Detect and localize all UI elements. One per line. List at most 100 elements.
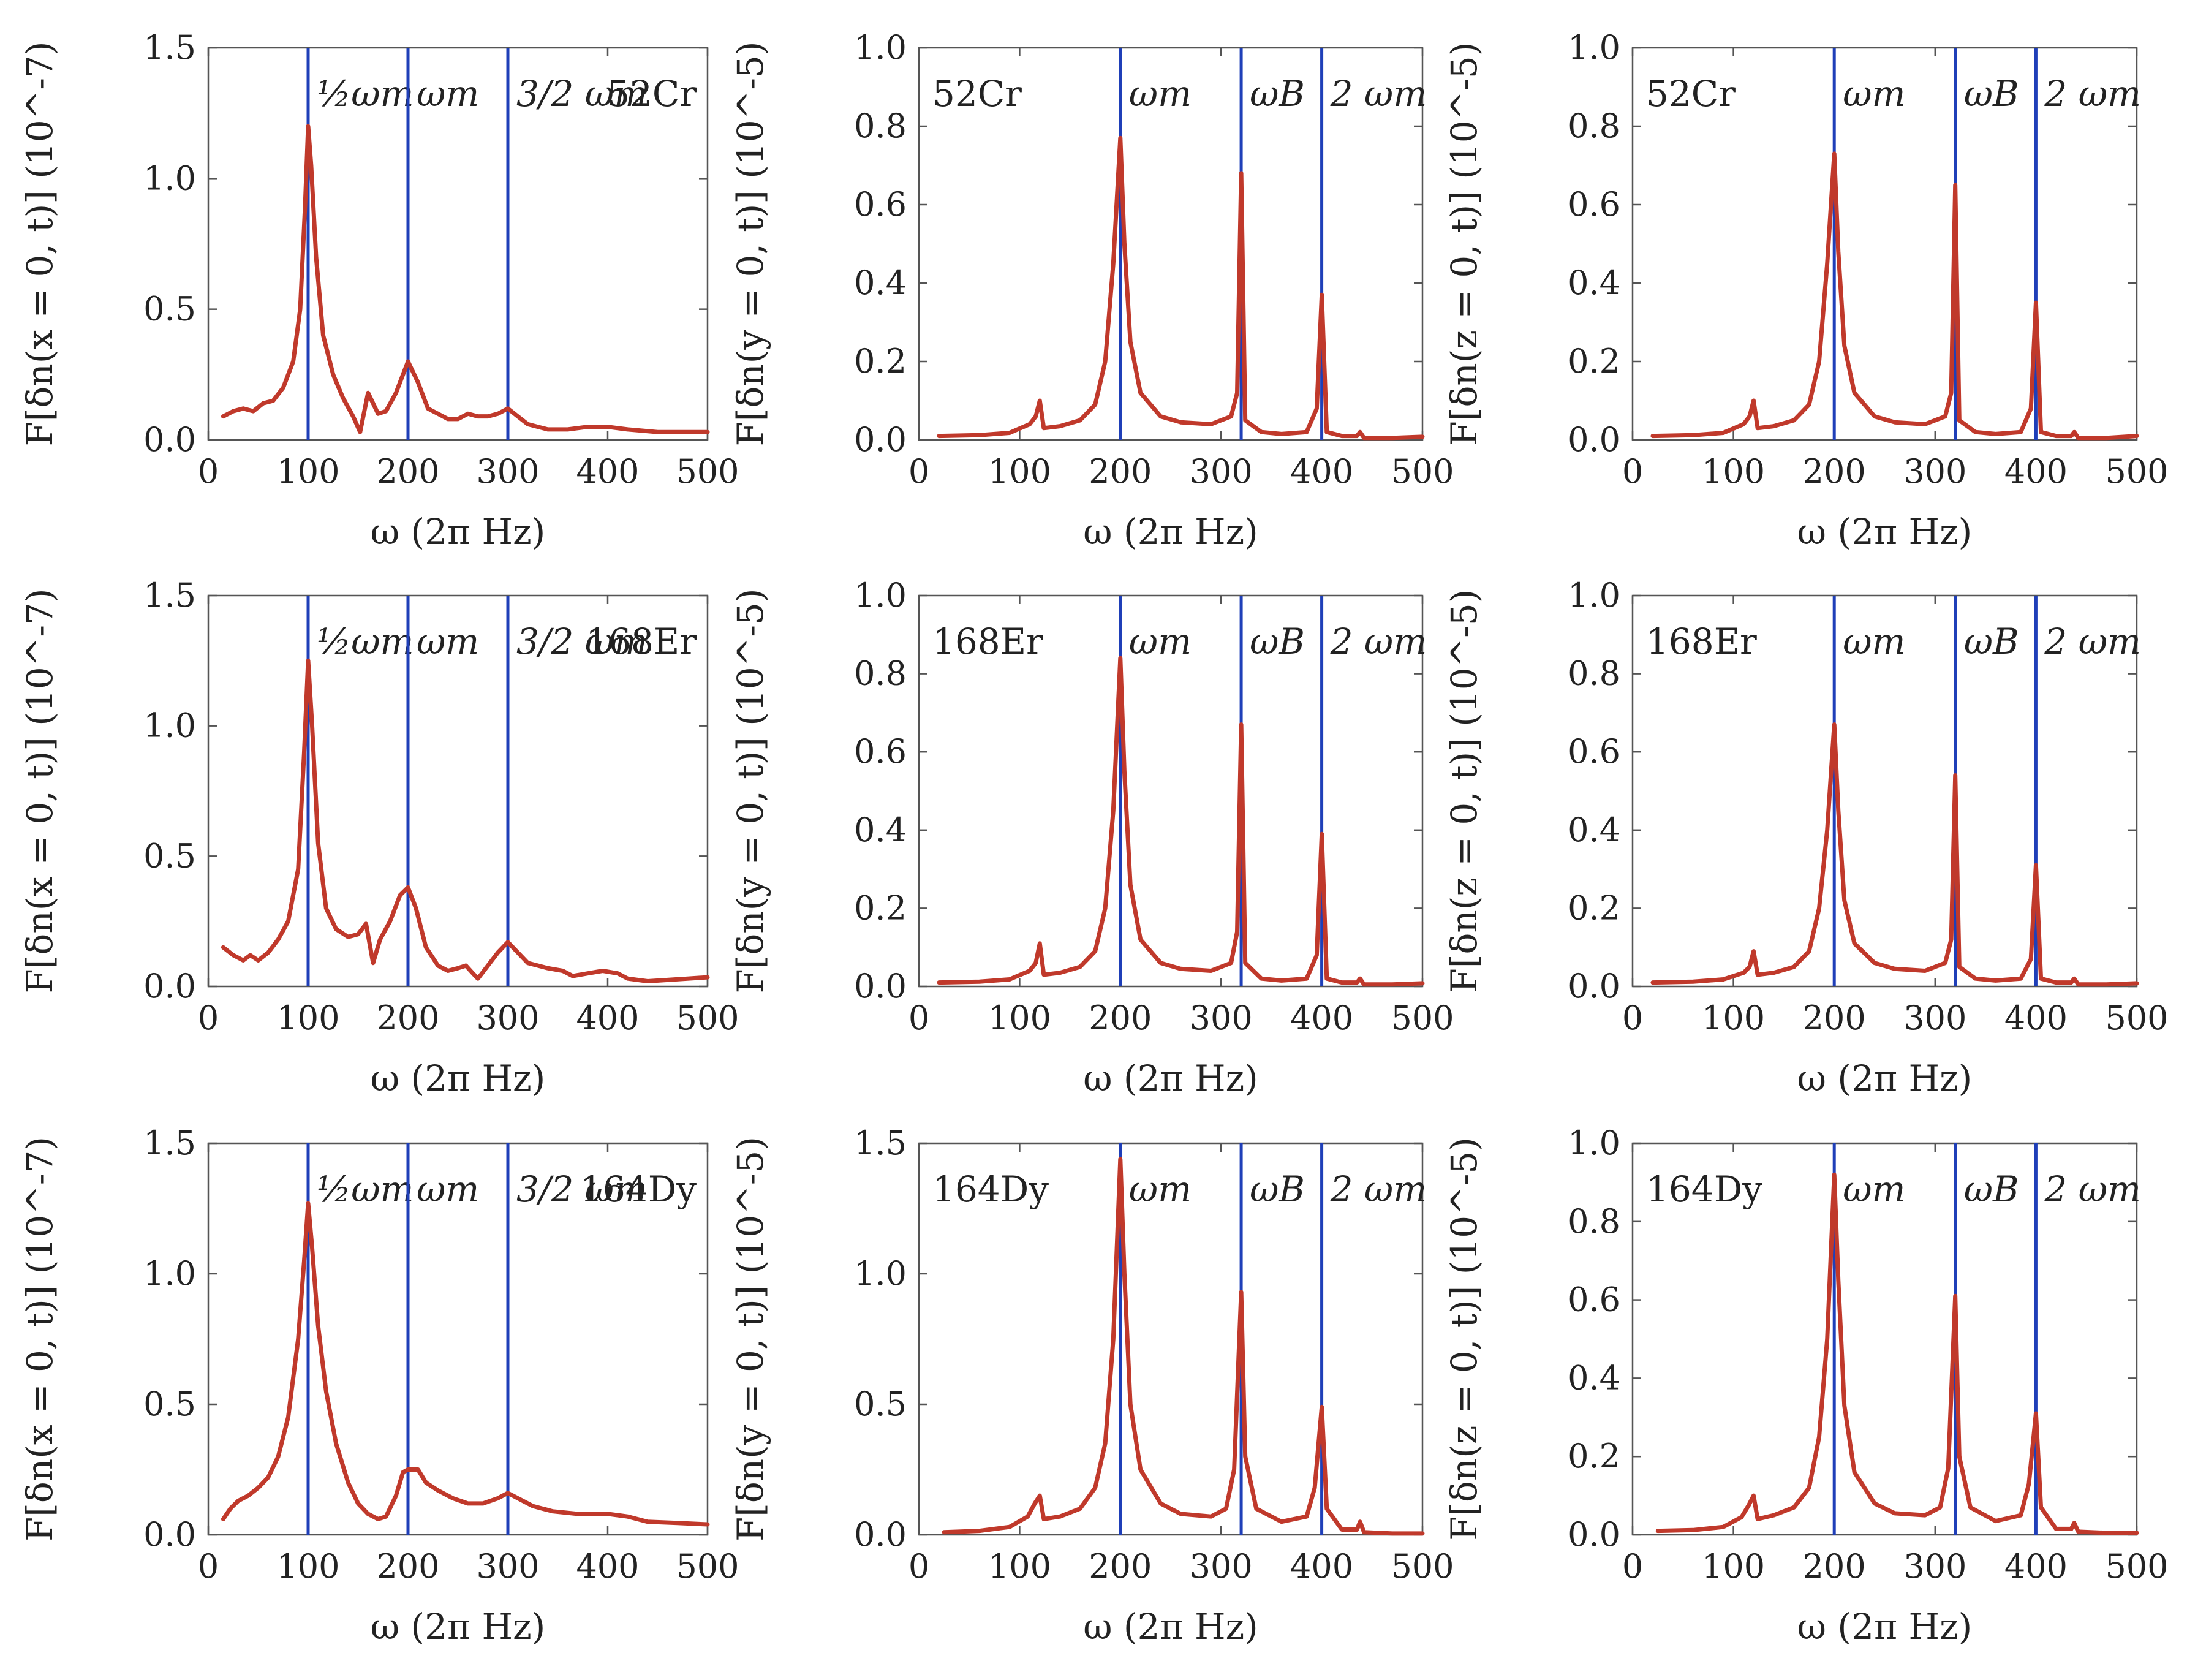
x-axis-title: ω (2π Hz) bbox=[1083, 1058, 1258, 1099]
series-line-168Er bbox=[221, 658, 710, 983]
species-label: 168Er bbox=[1646, 621, 1757, 662]
x-tick-label: 100 bbox=[276, 452, 339, 491]
species-label: 52Cr bbox=[607, 73, 697, 115]
marker-label: ωm bbox=[1129, 73, 1192, 115]
x-tick-label: 500 bbox=[676, 452, 739, 491]
panel-z-Cr: 0 100 200 300 400 500 0.0 0.2 0.4 0.6 0.8 1.0 ω (2π … bbox=[1443, 28, 2169, 553]
y-tick-label: 0.0 bbox=[854, 1515, 907, 1554]
x-axis-title: ω (2π Hz) bbox=[1797, 511, 1973, 553]
y-tick-label: 1.0 bbox=[854, 1254, 907, 1293]
series-line-168Er bbox=[1650, 722, 2139, 987]
x-axis-title: ω (2π Hz) bbox=[1083, 511, 1258, 553]
marker-label: ωm bbox=[1843, 621, 1905, 662]
x-tick-label: 200 bbox=[376, 452, 439, 491]
plot-frame bbox=[918, 1142, 1424, 1536]
x-tick-label: 400 bbox=[576, 999, 639, 1037]
y-tick-label: 0.2 bbox=[1568, 888, 1620, 927]
x-tick-label: 0 bbox=[198, 1547, 219, 1586]
x-tick-label: 0 bbox=[1622, 1547, 1643, 1586]
y-axis-title: F[δn(z = 0, t)] (10^-5) bbox=[1443, 1137, 1485, 1541]
plot-frame bbox=[207, 594, 709, 988]
y-tick-label: 0.6 bbox=[1568, 732, 1620, 771]
y-tick-label: 0.4 bbox=[1568, 811, 1620, 849]
y-tick-label: 0.4 bbox=[854, 263, 907, 302]
panel-y-Dy: 0 100 200 300 400 500 0.0 0.5 1.0 1.5 ω (2π Hz) F[δ… bbox=[730, 1124, 1454, 1648]
y-tick-label: 0.2 bbox=[854, 888, 907, 927]
x-tick-label: 0 bbox=[1622, 452, 1643, 491]
panel-x-Er: 0 100 200 300 400 500 0.0 0.5 1.0 1.5 ω (2π Hz) F[δ… bbox=[19, 576, 739, 1099]
x-tick-label: 500 bbox=[676, 1547, 739, 1586]
plot-frame bbox=[918, 47, 1424, 441]
x-tick-label: 400 bbox=[2004, 999, 2068, 1037]
x-tick-label: 100 bbox=[1702, 1547, 1765, 1586]
panel-x-Dy: 0 100 200 300 400 500 0.0 0.5 1.0 1.5 ω (2π Hz) F[δ… bbox=[19, 1124, 739, 1648]
y-tick-label: 0.4 bbox=[854, 811, 907, 849]
x-tick-label: 200 bbox=[376, 1547, 439, 1586]
plot-frame bbox=[207, 1142, 709, 1536]
y-tick-label: 0.0 bbox=[1568, 1515, 1620, 1554]
y-axis-title: F[δn(z = 0, t)] (10^-5) bbox=[1443, 589, 1485, 993]
plot-frame bbox=[207, 47, 709, 441]
x-tick-label: 100 bbox=[988, 452, 1051, 491]
marker-label: 2 ωm bbox=[1330, 1168, 1427, 1210]
y-axis-title: F[δn(x = 0, t)] (10^-7) bbox=[19, 589, 61, 994]
x-tick-label: 400 bbox=[576, 452, 639, 491]
x-tick-label: 500 bbox=[1391, 999, 1454, 1037]
marker-label: 2 ωm bbox=[1330, 621, 1427, 662]
x-tick-label: 100 bbox=[988, 1547, 1051, 1586]
y-tick-label: 0.8 bbox=[1568, 1202, 1620, 1241]
x-axis-title: ω (2π Hz) bbox=[1797, 1606, 1973, 1648]
x-tick-label: 200 bbox=[1803, 1547, 1866, 1586]
marker-label: ωm bbox=[1843, 1168, 1905, 1210]
x-tick-label: 400 bbox=[1290, 452, 1353, 491]
series-line-52Cr bbox=[221, 124, 710, 434]
marker-label: 2 ωm bbox=[1330, 73, 1427, 115]
y-tick-label: 1.0 bbox=[854, 28, 907, 67]
marker-label: ½ωm bbox=[317, 1168, 414, 1210]
panel-x-Cr: 0 100 200 300 400 500 0.0 0.5 1.0 1.5 ω (2π Hz) F[δ… bbox=[19, 28, 739, 553]
species-label: 168Er bbox=[586, 621, 697, 662]
x-tick-label: 200 bbox=[1089, 452, 1152, 491]
y-axis-title: F[δn(y = 0, t)] (10^-5) bbox=[730, 42, 771, 447]
y-tick-label: 1.5 bbox=[143, 28, 196, 67]
y-tick-label: 1.5 bbox=[143, 1124, 196, 1162]
y-tick-label: 1.0 bbox=[854, 576, 907, 615]
y-tick-label: 1.0 bbox=[1568, 28, 1620, 67]
y-tick-label: 1.5 bbox=[854, 1124, 907, 1162]
x-axis-title: ω (2π Hz) bbox=[371, 511, 546, 553]
y-tick-label: 0.5 bbox=[854, 1385, 907, 1423]
marker-label: ωm bbox=[417, 1168, 479, 1210]
x-tick-label: 0 bbox=[1622, 999, 1643, 1037]
species-label: 168Er bbox=[932, 621, 1043, 662]
marker-label: ωm bbox=[417, 73, 479, 115]
y-axis-title: F[δn(y = 0, t)] (10^-5) bbox=[730, 1137, 771, 1542]
marker-label: 2 ωm bbox=[2044, 621, 2141, 662]
y-tick-label: 0.5 bbox=[143, 1385, 196, 1423]
x-tick-label: 400 bbox=[1290, 1547, 1353, 1586]
y-tick-label: 0.4 bbox=[1568, 263, 1620, 302]
series-line-52Cr bbox=[937, 135, 1425, 441]
x-tick-label: 0 bbox=[908, 999, 929, 1037]
x-tick-label: 200 bbox=[376, 999, 439, 1037]
y-tick-label: 0.6 bbox=[854, 185, 907, 224]
y-tick-label: 0.2 bbox=[1568, 1437, 1620, 1475]
marker-label: 2 ωm bbox=[2044, 1168, 2141, 1210]
plot-frame bbox=[1631, 47, 2138, 441]
x-tick-label: 300 bbox=[1903, 1547, 1966, 1586]
y-tick-label: 0.5 bbox=[143, 836, 196, 875]
x-tick-label: 500 bbox=[1391, 452, 1454, 491]
species-label: 52Cr bbox=[932, 73, 1022, 115]
y-tick-label: 1.0 bbox=[1568, 1124, 1620, 1162]
y-tick-label: 0.0 bbox=[854, 967, 907, 1005]
y-tick-label: 1.5 bbox=[143, 576, 196, 615]
y-tick-label: 0.6 bbox=[1568, 1281, 1620, 1319]
marker-label: 3/2 ωm bbox=[516, 621, 648, 662]
x-tick-label: 100 bbox=[988, 999, 1051, 1037]
x-axis-title: ω (2π Hz) bbox=[371, 1058, 546, 1099]
marker-label: ωB bbox=[1964, 621, 2019, 662]
marker-label: ½ωm bbox=[317, 73, 414, 115]
marker-label: ωB bbox=[1250, 621, 1305, 662]
x-tick-label: 300 bbox=[1190, 452, 1253, 491]
y-tick-label: 0.8 bbox=[854, 654, 907, 693]
